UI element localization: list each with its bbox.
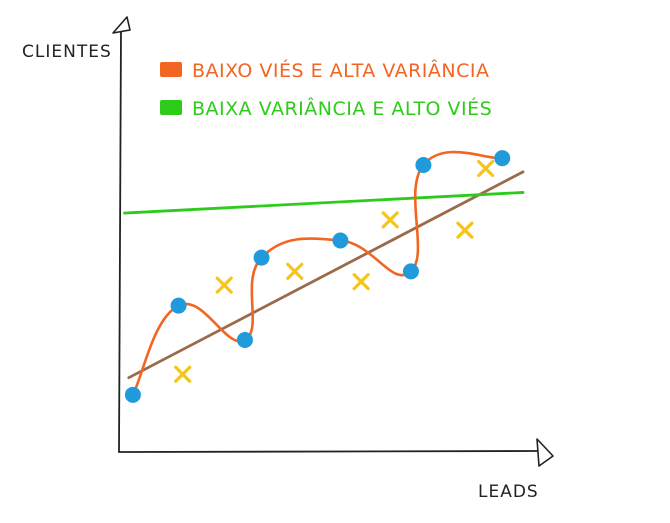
y-axis-label: CLIENTES <box>22 42 112 62</box>
data-point-cross <box>381 211 399 229</box>
data-point-cross <box>286 262 304 280</box>
trend-line-2 <box>127 170 525 380</box>
data-point-circle <box>124 386 141 403</box>
overfit-curve <box>131 150 504 397</box>
data-point-cross <box>456 221 474 239</box>
data-point-circle <box>236 331 253 348</box>
x-axis-label: LEADS <box>478 482 539 502</box>
lines-layer <box>123 150 525 397</box>
x-axis-arrowhead <box>536 438 554 467</box>
legend-swatch-0 <box>160 62 182 77</box>
trend-line-1 <box>123 191 525 215</box>
legend-item-0: BAIXO VIÉS E ALTA VARIÂNCIA <box>160 59 489 82</box>
data-point-cross <box>174 365 192 383</box>
data-point-circle <box>494 150 511 167</box>
y-axis <box>118 29 122 453</box>
y-axis-arrowhead <box>112 16 131 34</box>
data-point-circle <box>415 157 432 174</box>
data-point-cross <box>477 159 495 178</box>
legend-swatch-1 <box>160 100 182 115</box>
data-point-circle <box>170 297 187 314</box>
data-point-cross <box>215 276 233 294</box>
points-layer <box>124 150 511 403</box>
data-point-circle <box>332 232 349 249</box>
data-point-cross <box>352 273 370 291</box>
legend-label-0: BAIXO VIÉS E ALTA VARIÂNCIA <box>192 59 489 82</box>
legend-label-1: BAIXA VARIÂNCIA E ALTO VIÉS <box>192 97 492 120</box>
data-point-circle <box>402 263 419 280</box>
legend: BAIXO VIÉS E ALTA VARIÂNCIA BAIXA VARIÂN… <box>160 59 492 120</box>
data-point-circle <box>253 249 270 266</box>
legend-item-1: BAIXA VARIÂNCIA E ALTO VIÉS <box>160 97 492 120</box>
x-axis <box>118 450 539 453</box>
